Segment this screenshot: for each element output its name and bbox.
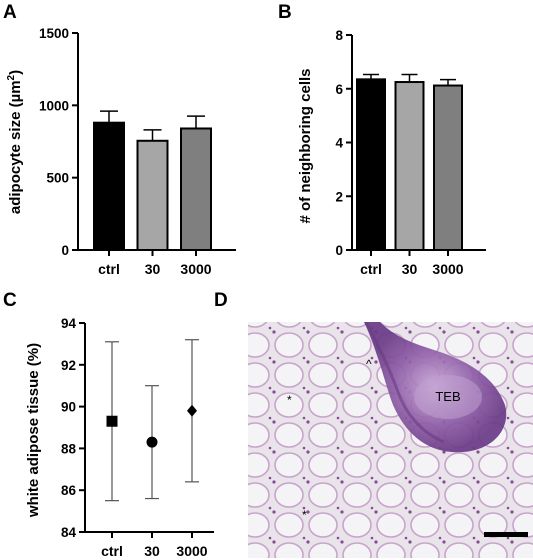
duct-wall bbox=[364, 322, 445, 444]
x-category-label: 3000 bbox=[176, 543, 207, 559]
y-tick-label: 88 bbox=[61, 441, 77, 456]
x-category-label: 30 bbox=[144, 543, 160, 559]
y-tick-label: 4 bbox=[335, 136, 343, 151]
point-marker-ctrl bbox=[106, 415, 118, 427]
asterisk-marker-2: * bbox=[302, 508, 307, 522]
chart-a: adipocyte size (µm2) 0 500 1000 1500 ctrl 30 3… bbox=[6, 26, 236, 277]
y-tick-label: 86 bbox=[61, 483, 77, 498]
point-marker-3000 bbox=[187, 404, 197, 417]
y-tick-label: 2 bbox=[335, 189, 343, 204]
panel-letter-a: A bbox=[3, 2, 17, 23]
teb-label: TEB bbox=[435, 389, 460, 404]
bar-ctrl bbox=[93, 121, 125, 251]
scale-bar bbox=[484, 532, 528, 537]
y-tick-label: 500 bbox=[46, 171, 69, 186]
x-category-label: 30 bbox=[402, 261, 418, 277]
x-category-label: 3000 bbox=[432, 261, 463, 277]
panel-letter-b: B bbox=[278, 2, 292, 23]
histology-micrograph: TEB * * ^ bbox=[248, 322, 533, 558]
chart-c: white adipose tissue (%) 84 86 88 90 92 94 ctr… bbox=[25, 316, 214, 559]
chart-a-ylabel: adipocyte size (µm2) bbox=[6, 70, 24, 214]
y-tick-label: 92 bbox=[61, 358, 76, 373]
panel-letter-d: D bbox=[214, 290, 228, 311]
caret-marker: ^ bbox=[366, 357, 372, 371]
x-category-label: 3000 bbox=[180, 261, 211, 277]
y-tick-label: 0 bbox=[335, 243, 343, 258]
chart-b: # of neighboring cells 0 2 4 6 8 ctrl 30 3000 bbox=[297, 28, 486, 277]
point-marker-30 bbox=[146, 436, 158, 448]
teb-lumen bbox=[414, 375, 482, 419]
x-category-label: ctrl bbox=[360, 261, 382, 277]
bar-3000 bbox=[433, 84, 463, 252]
y-tick-label: 84 bbox=[61, 525, 77, 540]
bar-30 bbox=[136, 139, 169, 252]
panel-letter-c: C bbox=[3, 290, 17, 311]
y-tick-label: 6 bbox=[335, 82, 343, 97]
bar-ctrl bbox=[356, 78, 386, 251]
y-tick-label: 8 bbox=[335, 28, 343, 43]
x-category-label: ctrl bbox=[98, 261, 120, 277]
x-category-label: 30 bbox=[145, 261, 161, 277]
chart-b-ylabel: # of neighboring cells bbox=[297, 68, 314, 223]
y-tick-label: 94 bbox=[61, 316, 77, 331]
asterisk-marker-1: * bbox=[287, 393, 292, 407]
bar-30 bbox=[394, 81, 425, 251]
y-tick-label: 1500 bbox=[39, 26, 69, 41]
y-tick-label: 0 bbox=[61, 243, 69, 258]
chart-c-ylabel: white adipose tissue (%) bbox=[25, 343, 42, 518]
x-category-label: ctrl bbox=[101, 543, 123, 559]
y-tick-label: 1000 bbox=[39, 98, 69, 113]
y-tick-label: 90 bbox=[61, 400, 76, 415]
bar-3000 bbox=[180, 127, 212, 251]
